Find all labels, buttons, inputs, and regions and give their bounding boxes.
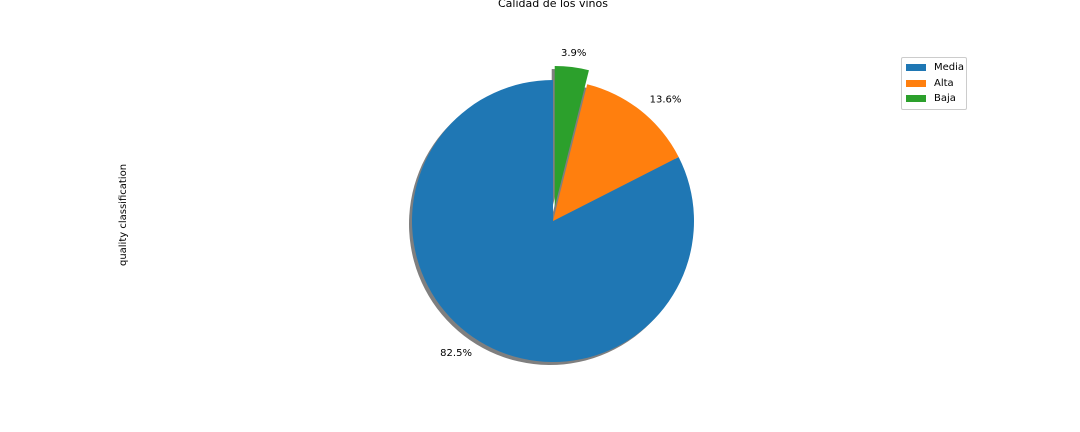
pie-slices <box>408 66 694 365</box>
pie-slice-alta <box>553 84 679 221</box>
legend: Media Alta Baja <box>901 57 967 110</box>
legend-item-baja: Baja <box>902 91 966 107</box>
legend-item-media: Media <box>902 60 966 76</box>
legend-label-media: Media <box>934 62 965 74</box>
legend-swatch-baja <box>906 95 926 103</box>
pie-slice-baja <box>554 66 589 208</box>
chart-title: Calidad de los vinos <box>498 0 608 10</box>
pie-labels: 82.5% 13.6% 3.9% <box>440 48 681 359</box>
y-axis-label: quality classification <box>118 164 129 266</box>
legend-swatch-media <box>906 64 926 72</box>
legend-label-baja: Baja <box>934 93 956 105</box>
legend-label-alta: Alta <box>934 77 954 89</box>
pct-label-media: 82.5% <box>440 348 472 359</box>
pct-label-alta: 13.6% <box>650 95 682 106</box>
legend-swatch-alta <box>906 79 926 87</box>
pct-label-baja: 3.9% <box>561 48 586 59</box>
legend-item-alta: Alta <box>902 76 966 92</box>
